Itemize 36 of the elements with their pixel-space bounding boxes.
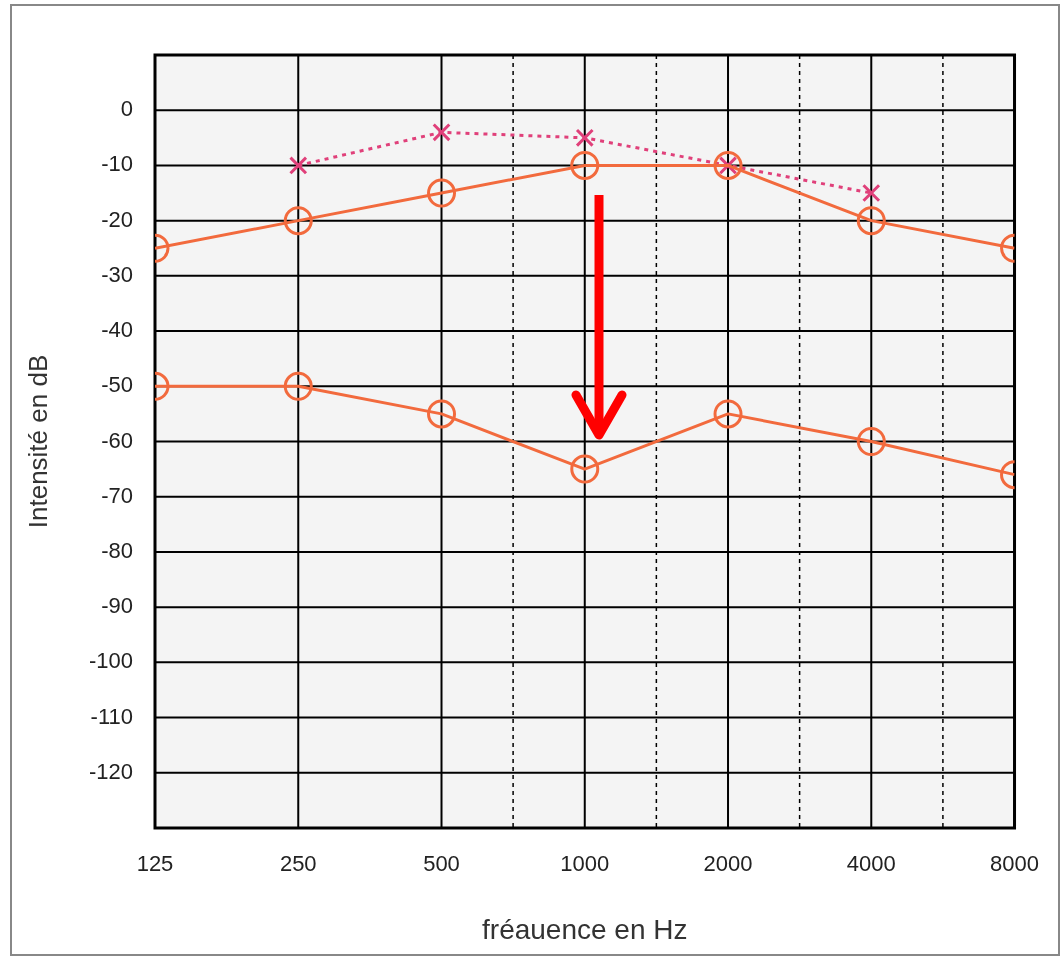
y-tick-label: 0	[120, 96, 133, 122]
y-tick-label: -80	[101, 537, 133, 563]
y-tick-label: -30	[101, 261, 133, 287]
point	[283, 206, 313, 236]
point	[427, 178, 457, 208]
x-tick-label: 125	[136, 851, 174, 877]
point	[432, 123, 451, 142]
point	[713, 399, 743, 429]
y-tick-label: -90	[101, 593, 133, 619]
x-tick-label: 500	[423, 851, 460, 877]
y-tick-label: -10	[101, 151, 133, 177]
x-tick-label: 2000	[703, 851, 753, 877]
y-tick-label: -100	[88, 648, 133, 674]
x-tick-label: 4000	[846, 851, 896, 877]
point	[713, 150, 743, 180]
x-axis-title: fréauence en Hz	[482, 913, 688, 945]
point	[570, 150, 600, 180]
y-tick-label: -20	[101, 206, 133, 232]
y-axis-title: Intensité en dB	[22, 354, 53, 529]
x-tick-label: 250	[279, 851, 317, 877]
y-tick-label: -50	[101, 372, 133, 398]
point	[856, 427, 886, 456]
point	[570, 454, 600, 484]
y-tick-label: -70	[101, 482, 133, 508]
x-tick-label: 8000	[990, 851, 1040, 877]
point	[575, 128, 595, 148]
point	[283, 371, 313, 401]
point	[862, 183, 881, 203]
y-tick-label: -120	[88, 758, 133, 784]
point	[427, 399, 457, 429]
point	[856, 206, 886, 236]
y-tick-label: -110	[90, 703, 133, 729]
y-tick-label: -40	[101, 317, 133, 343]
point	[288, 156, 308, 175]
x-tick-label: 1000	[560, 851, 610, 877]
y-tick-label: -60	[101, 427, 133, 453]
